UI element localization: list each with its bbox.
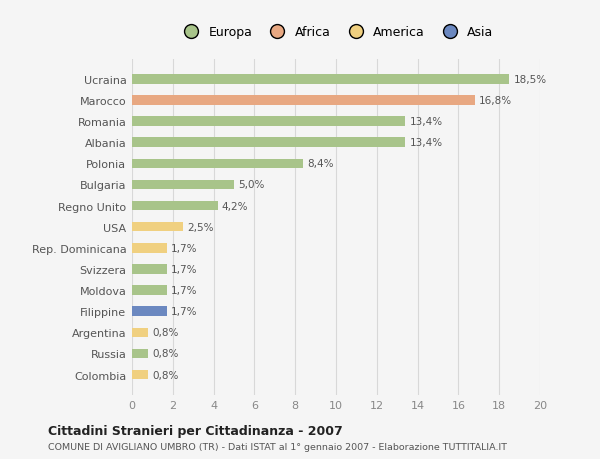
Bar (132, 138, 406, 148)
Bar (132, 370, 148, 380)
Text: 1,7%: 1,7% (171, 285, 197, 296)
Text: 1,7%: 1,7% (171, 243, 197, 253)
Bar (132, 180, 234, 190)
Bar (132, 285, 167, 295)
Bar (132, 117, 406, 127)
Bar (132, 265, 167, 274)
Text: 2,5%: 2,5% (187, 222, 214, 232)
Bar (132, 75, 509, 84)
Bar (132, 159, 304, 169)
Text: 0,8%: 0,8% (152, 328, 179, 338)
Legend: Europa, Africa, America, Asia: Europa, Africa, America, Asia (175, 22, 497, 43)
Text: 1,7%: 1,7% (171, 307, 197, 317)
Text: 13,4%: 13,4% (409, 117, 443, 127)
Text: 4,2%: 4,2% (222, 201, 248, 211)
Bar (132, 223, 183, 232)
Bar (132, 307, 167, 316)
Bar (132, 96, 475, 106)
Text: 16,8%: 16,8% (479, 96, 512, 106)
Text: 1,7%: 1,7% (171, 264, 197, 274)
Bar (132, 244, 167, 253)
Text: 5,0%: 5,0% (238, 180, 265, 190)
Text: 18,5%: 18,5% (514, 75, 547, 84)
Text: COMUNE DI AVIGLIANO UMBRO (TR) - Dati ISTAT al 1° gennaio 2007 - Elaborazione TU: COMUNE DI AVIGLIANO UMBRO (TR) - Dati IS… (48, 442, 507, 451)
Text: 13,4%: 13,4% (409, 138, 443, 148)
Bar (132, 349, 148, 358)
Text: 0,8%: 0,8% (152, 349, 179, 358)
Text: 8,4%: 8,4% (307, 159, 334, 169)
Text: 0,8%: 0,8% (152, 370, 179, 380)
Bar (132, 328, 148, 337)
Bar (132, 202, 218, 211)
Text: Cittadini Stranieri per Cittadinanza - 2007: Cittadini Stranieri per Cittadinanza - 2… (48, 425, 343, 437)
